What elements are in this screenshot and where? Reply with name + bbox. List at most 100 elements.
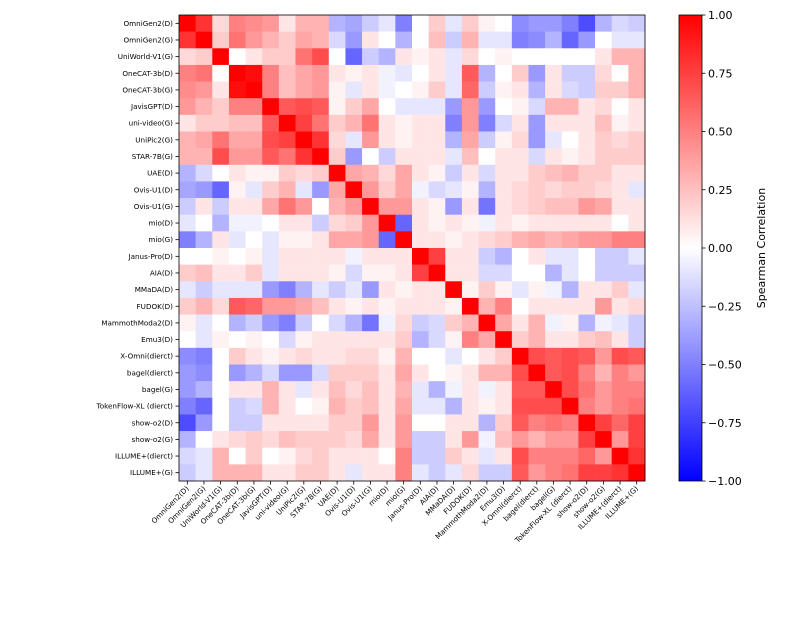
y-tick-label: ILLUME+(G) [130, 468, 173, 477]
heatmap-cell [461, 431, 479, 449]
y-tick-label: OmniGen2(G) [123, 35, 173, 44]
heatmap-cell [262, 248, 280, 265]
heatmap-cell [461, 281, 479, 299]
heatmap-cell [495, 198, 513, 216]
heatmap-cell [478, 414, 496, 432]
heatmap-cell [212, 281, 230, 299]
heatmap-cell [345, 347, 363, 365]
heatmap-cell [511, 364, 529, 382]
heatmap-cell [395, 397, 413, 415]
heatmap-cell [545, 231, 563, 249]
heatmap-cell [345, 364, 363, 382]
y-tick-label: mio(G) [148, 235, 173, 244]
heatmap-cell [528, 48, 546, 66]
heatmap-cell [511, 314, 529, 332]
heatmap-cell [511, 397, 529, 415]
heatmap-cell [595, 414, 613, 432]
heatmap-cell [478, 347, 496, 365]
heatmap-cell [528, 214, 546, 232]
heatmap-cell [262, 64, 280, 82]
heatmap-cell [362, 281, 380, 299]
y-tick-label: UniPic2(G) [135, 135, 173, 144]
heatmap-cell [528, 98, 546, 116]
heatmap-cell [345, 447, 363, 465]
heatmap-cell [362, 397, 380, 415]
colorbar-tick-label: 0.75 [708, 67, 733, 80]
heatmap-cell [395, 431, 413, 449]
heatmap-cell [412, 114, 429, 132]
heatmap-cell [345, 15, 363, 32]
heatmap-cell [245, 31, 263, 49]
heatmap-cell [445, 48, 463, 66]
heatmap-cell [561, 281, 579, 299]
heatmap-cell [545, 98, 563, 116]
heatmap-cell [245, 331, 263, 349]
heatmap-cell [179, 131, 196, 149]
heatmap-cell [212, 397, 230, 415]
heatmap-cell [495, 431, 513, 449]
y-tick-label: uni-video(G) [129, 119, 174, 128]
heatmap-cell [312, 264, 330, 282]
heatmap-cell [561, 231, 579, 249]
heatmap-cell [545, 64, 563, 82]
heatmap-cell [262, 148, 280, 166]
heatmap-cell [611, 248, 629, 265]
heatmap-cell [212, 164, 230, 182]
heatmap-cell [195, 214, 213, 232]
heatmap-cell [412, 198, 429, 216]
heatmap-cell [445, 381, 463, 399]
heatmap-cell [212, 214, 230, 232]
heatmap-cell [445, 248, 463, 265]
heatmap-cell [578, 464, 596, 482]
heatmap-cell [179, 15, 196, 32]
y-tick-label: OmniGen2(D) [124, 19, 174, 28]
heatmap-cell [228, 131, 246, 149]
heatmap-cell [195, 381, 213, 399]
heatmap-cell [528, 181, 546, 199]
heatmap-cell [345, 98, 363, 116]
heatmap-cell [445, 414, 463, 432]
heatmap-cell [278, 181, 296, 199]
heatmap-cell [611, 264, 629, 282]
heatmap-cell [378, 181, 396, 199]
y-tick-label: MMaDA(D) [135, 285, 173, 294]
heatmap-cell [245, 48, 263, 66]
heatmap-cell [378, 381, 396, 399]
heatmap-cell [595, 331, 613, 349]
heatmap-cell [495, 164, 513, 182]
y-tick-label: STAR-7B(G) [132, 152, 173, 161]
heatmap-cell [511, 331, 529, 349]
heatmap-cell [228, 231, 246, 249]
heatmap-cell [412, 397, 429, 415]
heatmap-cell [278, 248, 296, 265]
heatmap-cell [328, 331, 346, 349]
heatmap-cell [179, 281, 196, 299]
heatmap-cell [179, 297, 196, 315]
heatmap-cell [611, 297, 629, 315]
heatmap-cell [511, 347, 529, 365]
heatmap-cell [328, 131, 346, 149]
heatmap-cell [179, 31, 196, 49]
heatmap-cell [262, 331, 280, 349]
heatmap-cell [245, 15, 263, 32]
heatmap-cell [461, 314, 479, 332]
heatmap-cell [395, 381, 413, 399]
heatmap-cell [179, 464, 196, 482]
heatmap-cell [478, 31, 496, 49]
heatmap-cell [628, 447, 646, 465]
heatmap-cell [212, 231, 230, 249]
heatmap-cell [345, 231, 363, 249]
heatmap-cell [511, 164, 529, 182]
heatmap-cell [395, 264, 413, 282]
heatmap-cell [461, 331, 479, 349]
heatmap-cell [312, 98, 330, 116]
heatmap-cell [312, 297, 330, 315]
heatmap-cell [295, 231, 313, 249]
heatmap-cell [628, 98, 646, 116]
heatmap-cell [362, 381, 380, 399]
heatmap-cell [545, 264, 563, 282]
heatmap-cell [561, 164, 579, 182]
heatmap-cell [212, 131, 230, 149]
heatmap-cell [495, 214, 513, 232]
heatmap-cell [478, 198, 496, 216]
